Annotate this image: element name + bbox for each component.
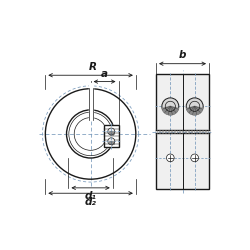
Circle shape bbox=[186, 98, 203, 115]
Circle shape bbox=[162, 98, 179, 115]
Circle shape bbox=[166, 154, 174, 162]
Bar bbox=[89, 83, 92, 119]
Wedge shape bbox=[162, 106, 178, 115]
Bar bbox=[104, 125, 118, 148]
Circle shape bbox=[108, 128, 115, 135]
Circle shape bbox=[191, 154, 198, 162]
Text: d₂: d₂ bbox=[85, 197, 96, 207]
Wedge shape bbox=[186, 106, 203, 115]
Circle shape bbox=[108, 138, 115, 145]
Text: R: R bbox=[88, 62, 96, 72]
Text: a: a bbox=[101, 69, 108, 79]
Bar bbox=[156, 130, 209, 133]
Text: b: b bbox=[179, 50, 186, 60]
Bar bbox=[156, 74, 209, 189]
Text: d₁: d₁ bbox=[85, 191, 96, 201]
Bar bbox=[104, 125, 118, 148]
